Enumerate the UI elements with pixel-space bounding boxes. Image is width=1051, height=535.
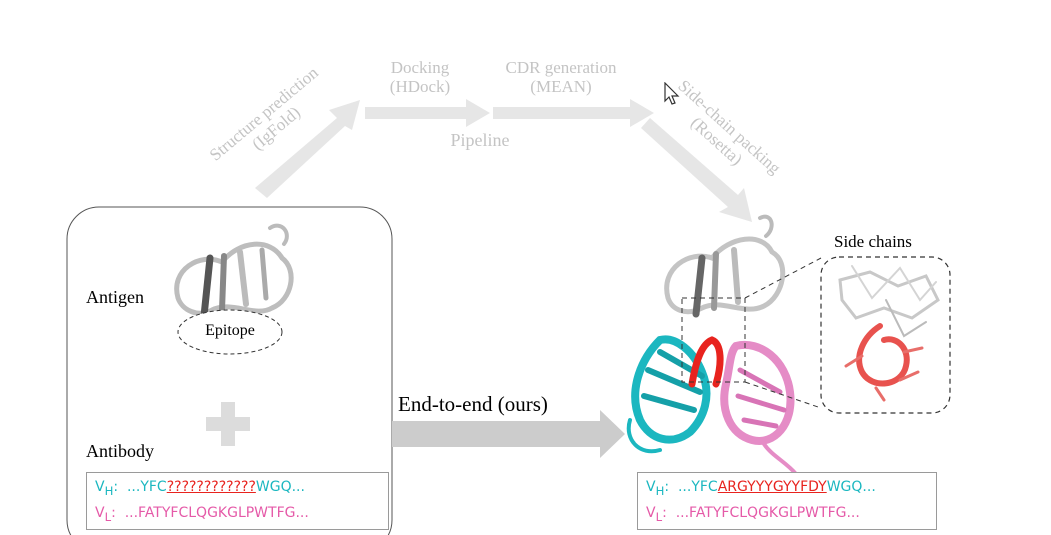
input-box — [66, 206, 393, 535]
vh-sub: H — [104, 483, 114, 498]
complex-structure-icon — [626, 214, 798, 476]
step-tool: (HDock) — [389, 77, 451, 96]
vh-prefix: V — [646, 479, 656, 495]
vl-colon: : — [111, 504, 116, 521]
pipeline-arrows — [255, 99, 752, 222]
output-vl-sequence: VL: ...FATYFCLQGKGLPWTFG... — [646, 502, 928, 528]
vh-colon: : — [664, 479, 670, 495]
epitope-ellipse — [177, 309, 283, 355]
side-chains-structure-icon — [838, 265, 940, 402]
vl-sub: L — [104, 509, 112, 524]
vh-sub: H — [655, 483, 665, 498]
step-name: Docking — [390, 58, 450, 77]
vl-seq: ...FATYFCLQGKGLPWTFG... — [675, 504, 860, 521]
vh-prefix: V — [95, 479, 105, 495]
vh-masked-cdr: ???????????? — [166, 479, 256, 495]
vl-prefix: V — [646, 504, 656, 521]
pipeline-arrow-right-1 — [365, 99, 490, 127]
vh-generated-cdr: ARGYYYGYYFDY — [717, 479, 827, 495]
zoom-line-bottom — [744, 381, 822, 409]
method-label: End-to-end (ours) — [398, 392, 548, 416]
plus-icon — [206, 402, 250, 446]
vl-sub: L — [655, 509, 663, 524]
output-vh-sequence: VH: ...YFCARGYYYGYYFDYWGQ... — [646, 476, 928, 502]
pipeline-arrow-down — [641, 118, 752, 222]
step-tool: (MEAN) — [530, 77, 592, 96]
output-sequence-box: VH: ...YFCARGYYYGYYFDYWGQ... VL: ...FATY… — [637, 472, 937, 530]
antibody-label: Antibody — [86, 441, 155, 461]
epitope-label: Epitope — [205, 322, 255, 339]
vl-seq: ...FATYFCLQGKGLPWTFG... — [124, 504, 309, 521]
pipeline-arrow-up — [255, 100, 360, 198]
step-name: CDR generation — [505, 58, 617, 77]
pipeline-step-cdr-generation: CDR generation (MEAN) — [486, 58, 636, 96]
zoom-region — [681, 297, 746, 383]
antigen-structure-icon — [174, 223, 294, 320]
vh-right: WGQ... — [826, 479, 876, 495]
side-chains-label: Side chains — [834, 232, 912, 251]
mouse-cursor-icon — [664, 82, 680, 105]
vl-colon: : — [662, 504, 667, 521]
input-vh-sequence: VH: ...YFC????????????WGQ... — [95, 476, 380, 502]
input-vl-sequence: VL: ...FATYFCLQGKGLPWTFG... — [95, 502, 380, 528]
vh-left: ...YFC — [677, 479, 718, 495]
vh-colon: : — [113, 479, 119, 495]
input-sequence-box: VH: ...YFC????????????WGQ... VL: ...FATY… — [86, 472, 389, 530]
pipeline-arrow-right-2 — [493, 99, 654, 127]
vh-right: WGQ... — [255, 479, 305, 495]
antigen-label: Antigen — [86, 287, 144, 307]
main-arrow — [392, 410, 625, 458]
pipeline-label: Pipeline — [450, 130, 510, 150]
pipeline-step-docking: Docking (HDock) — [362, 58, 478, 96]
vh-left: ...YFC — [126, 479, 167, 495]
vl-prefix: V — [95, 504, 105, 521]
